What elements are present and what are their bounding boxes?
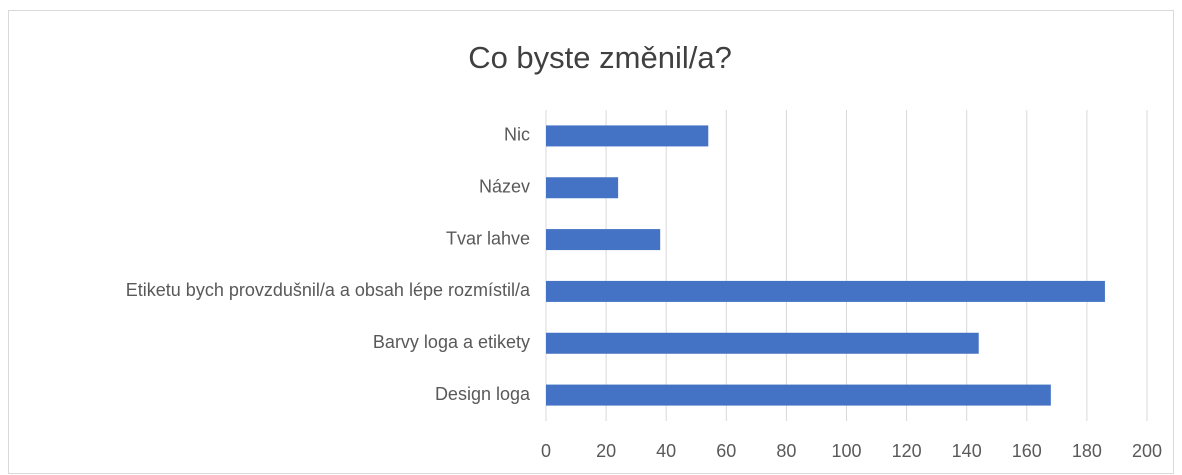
- bar: [546, 332, 979, 354]
- x-tick-label: 60: [716, 441, 736, 461]
- y-tick-label: Nic: [504, 125, 530, 145]
- bar: [546, 125, 709, 147]
- y-tick-label: Barvy loga a etikety: [373, 332, 530, 352]
- bar: [546, 177, 619, 199]
- y-tick-label: Tvar lahve: [446, 228, 530, 248]
- x-tick-label: 40: [656, 441, 676, 461]
- x-tick-label: 120: [892, 441, 922, 461]
- x-tick-label: 200: [1132, 441, 1162, 461]
- x-tick-label: 100: [831, 441, 861, 461]
- chart-title: Co byste změnil/a?: [468, 40, 732, 75]
- x-tick-label: 160: [1012, 441, 1042, 461]
- x-tick-label: 180: [1072, 441, 1102, 461]
- y-tick-label: Etiketu bych provzdušnil/a a obsah lépe …: [126, 280, 531, 300]
- bar: [546, 384, 1051, 406]
- y-tick-label: Design loga: [435, 384, 531, 404]
- bar: [546, 229, 661, 251]
- x-tick-label: 140: [952, 441, 982, 461]
- x-tick-label: 80: [776, 441, 796, 461]
- x-tick-label: 20: [596, 441, 616, 461]
- bar: [546, 280, 1105, 302]
- x-tick-label: 0: [541, 441, 551, 461]
- y-tick-label: Název: [479, 177, 530, 197]
